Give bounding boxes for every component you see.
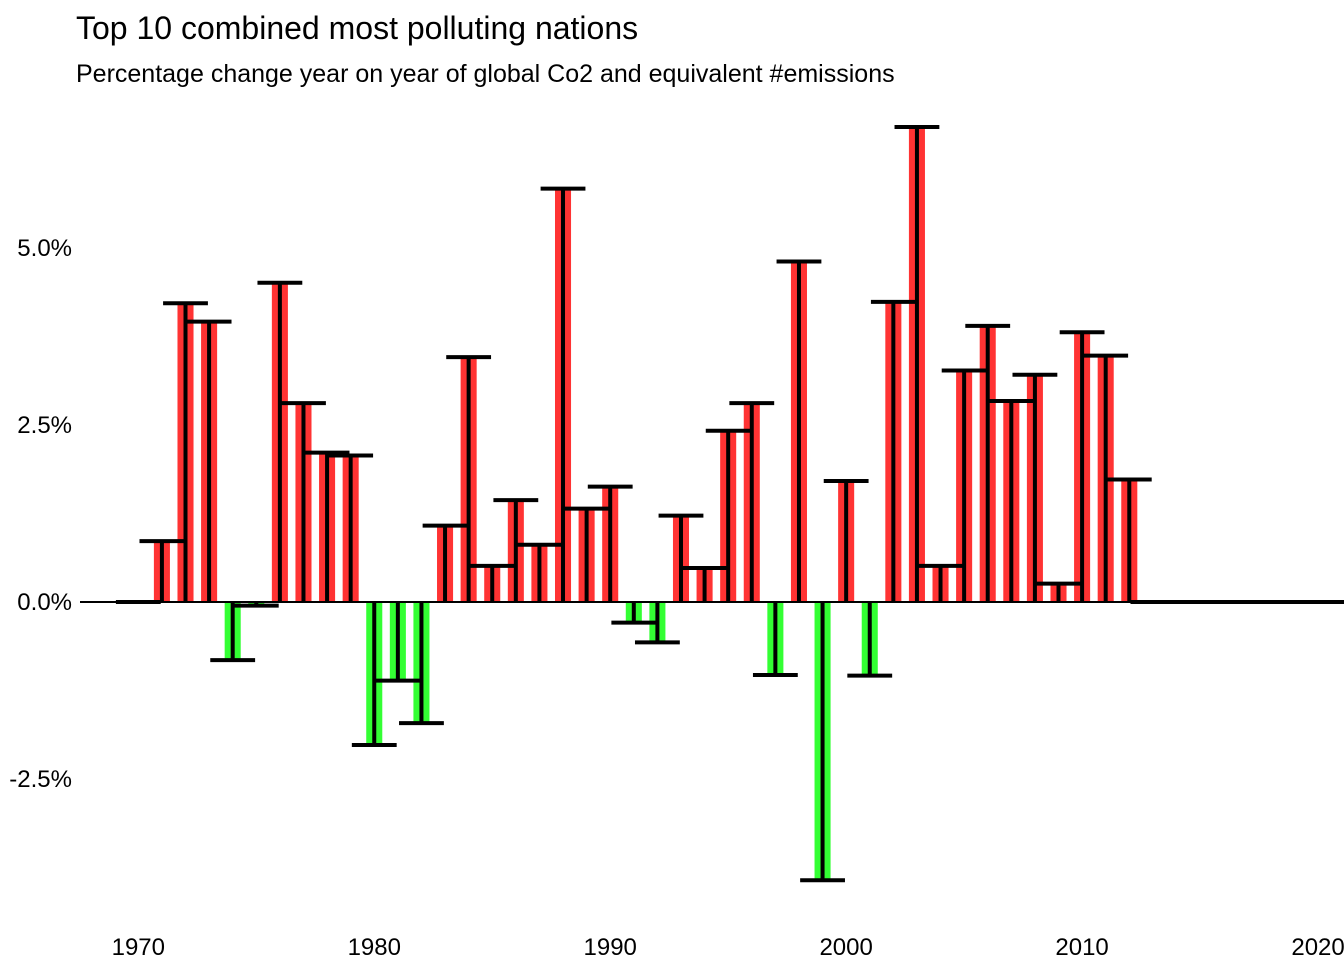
errorbar-2007 xyxy=(988,398,1034,603)
x-tick-label: 2000 xyxy=(819,934,872,960)
y-axis-ticks: -2.5% 0.0% 2.5% 5.0% xyxy=(9,235,72,793)
errorbars-layer xyxy=(115,124,1344,883)
errorbar-2008 xyxy=(1012,372,1058,603)
y-tick-label: 0.0% xyxy=(17,589,72,616)
x-tick-label: 1980 xyxy=(348,934,401,960)
errorbar-1977 xyxy=(281,401,326,603)
errorbar-2010 xyxy=(1059,330,1105,603)
errorbar-1975 xyxy=(233,602,279,608)
errorbar-2004 xyxy=(918,563,963,603)
errorbar-1991 xyxy=(611,602,657,625)
errorbar-2009 xyxy=(1036,581,1081,603)
chart-title: Top 10 combined most polluting nations xyxy=(76,10,639,46)
errorbar-1986 xyxy=(493,498,539,603)
errorbar-2000 xyxy=(823,478,869,603)
errorbar-2012 xyxy=(1106,477,1152,603)
errorbar-1972 xyxy=(163,301,208,603)
errorbar-1988 xyxy=(540,186,586,603)
errorbar-1976 xyxy=(257,280,303,603)
bars-layer xyxy=(153,126,1138,881)
errorbar-1982 xyxy=(399,602,444,726)
x-tick-label: 1990 xyxy=(584,934,637,960)
errorbar-2011 xyxy=(1083,353,1129,603)
errorbar-1974 xyxy=(210,602,256,663)
errorbar-2005 xyxy=(941,368,987,603)
errorbar-1978 xyxy=(304,450,350,603)
x-tick-label: 2020 xyxy=(1291,934,1344,960)
x-tick-label: 2010 xyxy=(1055,934,1108,960)
chart-subtitle: Percentage change year on year of global… xyxy=(76,60,895,88)
errorbar-1973 xyxy=(186,319,232,603)
errorbar-1992 xyxy=(634,602,680,645)
errorbar-1989 xyxy=(564,506,610,603)
errorbar-1971 xyxy=(139,539,185,603)
errorbar-1985 xyxy=(469,563,515,603)
errorbar-1998 xyxy=(776,259,822,603)
errorbar-2001 xyxy=(847,602,893,678)
errorbar-1995 xyxy=(705,428,751,603)
y-tick-label: 2.5% xyxy=(17,412,72,439)
errorbar-2003 xyxy=(894,124,940,603)
x-tick-label: 1970 xyxy=(112,934,165,960)
errorbar-1980 xyxy=(351,602,397,748)
errorbar-1984 xyxy=(446,355,492,603)
errorbar-1994 xyxy=(682,566,727,603)
y-tick-label: 5.0% xyxy=(17,235,72,262)
errorbar-1981 xyxy=(375,602,421,683)
errorbar-2002 xyxy=(870,299,916,603)
y-tick-label: -2.5% xyxy=(9,766,72,793)
errorbar-1979 xyxy=(328,453,374,603)
errorbar-2006 xyxy=(965,323,1011,603)
errorbar-1990 xyxy=(587,484,633,603)
errorbar-1987 xyxy=(517,542,562,603)
errorbar-1999 xyxy=(800,602,845,883)
errorbar-1983 xyxy=(422,523,468,603)
errorbar-1996 xyxy=(729,401,775,603)
errorbar-1993 xyxy=(658,513,704,603)
errorbar-1997 xyxy=(752,602,798,677)
x-axis-ticks: 1970 1980 1990 2000 2010 2020 xyxy=(112,934,1344,960)
